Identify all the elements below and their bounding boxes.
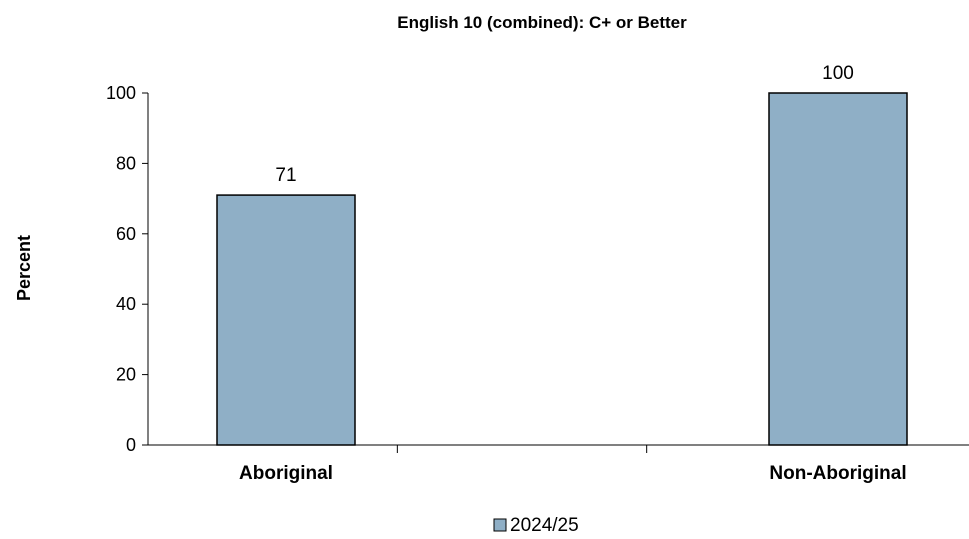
bar bbox=[216, 194, 356, 446]
y-tick-label: 20 bbox=[116, 365, 136, 385]
legend-swatch bbox=[493, 518, 507, 532]
y-tick-label: 0 bbox=[126, 435, 136, 455]
category-label: Non-Aboriginal bbox=[769, 463, 906, 484]
y-tick-label: 80 bbox=[116, 153, 136, 173]
category-label: Aboriginal bbox=[239, 463, 333, 484]
y-tick-label: 40 bbox=[116, 294, 136, 314]
legend: 2024/25 bbox=[493, 515, 579, 536]
y-tick-label: 60 bbox=[116, 224, 136, 244]
bar bbox=[768, 92, 908, 446]
y-axis-label: Percent bbox=[14, 235, 34, 301]
data-label: 100 bbox=[822, 63, 854, 84]
legend-label: 2024/25 bbox=[510, 515, 579, 536]
data-label: 71 bbox=[275, 165, 296, 186]
plot-area: 0 20 40 60 80 100 71 Aboriginal 100 Non-Aborigina… bbox=[106, 63, 969, 484]
chart-title: English 10 (combined): C+ or Better bbox=[397, 13, 687, 32]
y-tick-label: 100 bbox=[106, 83, 136, 103]
